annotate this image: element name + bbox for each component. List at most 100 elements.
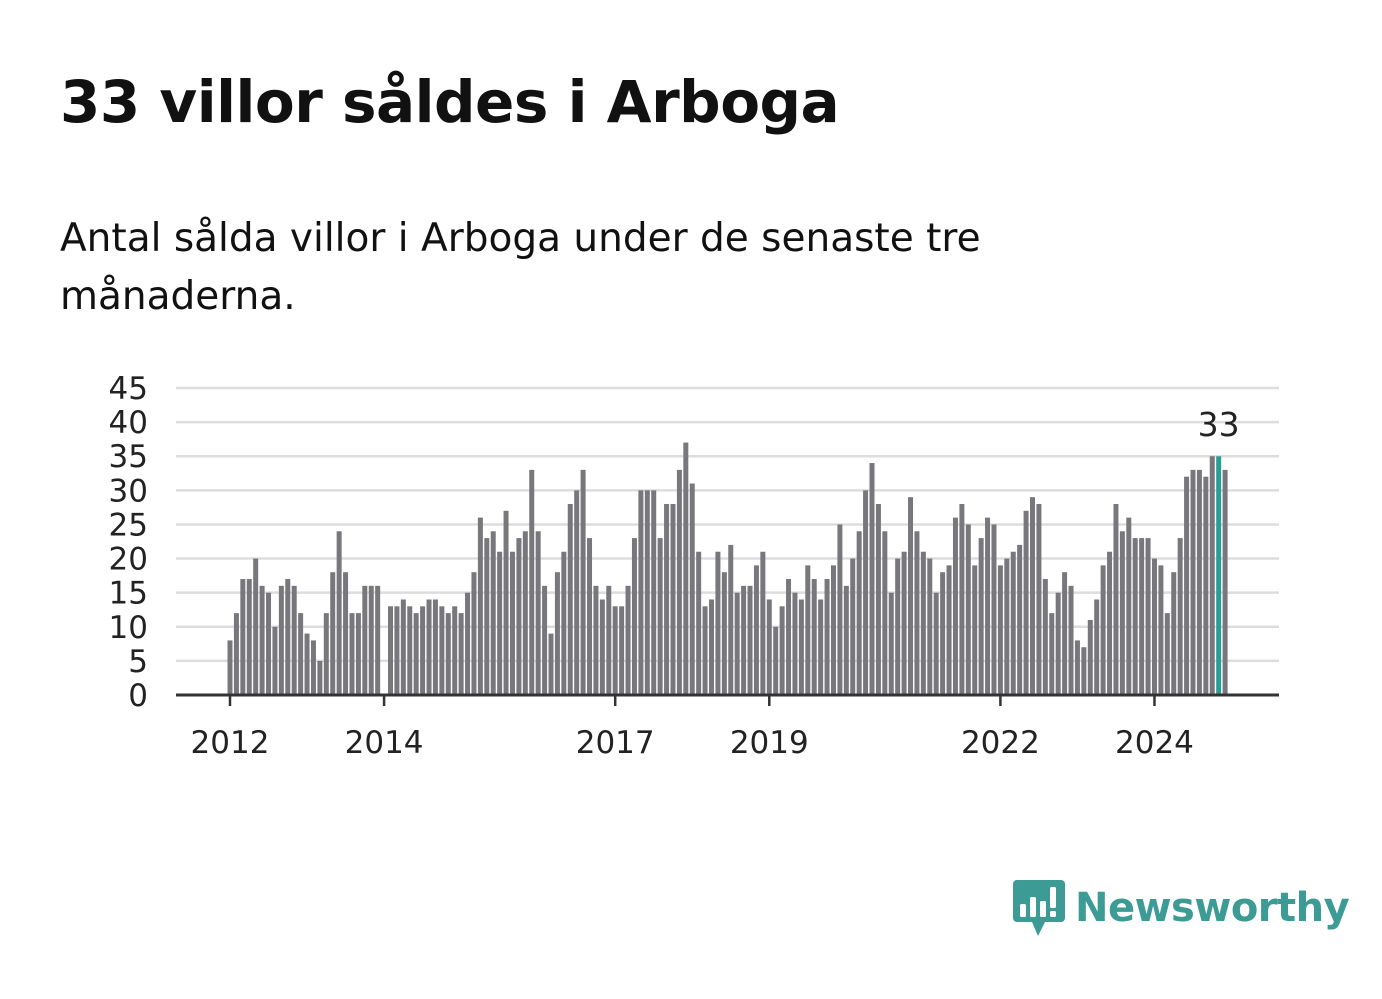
bar bbox=[1222, 469, 1228, 695]
x-tick-label: 2024 bbox=[1115, 725, 1194, 761]
bar bbox=[509, 551, 515, 695]
bar bbox=[715, 551, 721, 695]
bar bbox=[336, 531, 342, 695]
bar bbox=[734, 592, 740, 695]
y-tick-label: 30 bbox=[109, 473, 148, 509]
bar bbox=[458, 613, 464, 695]
bar bbox=[908, 497, 914, 695]
bar bbox=[233, 613, 239, 695]
bar bbox=[792, 592, 798, 695]
bar bbox=[323, 613, 329, 695]
bar bbox=[388, 606, 393, 695]
bar bbox=[747, 585, 753, 695]
bar bbox=[330, 572, 336, 695]
y-tick-label: 40 bbox=[109, 405, 148, 441]
bar bbox=[972, 565, 978, 695]
bar bbox=[497, 551, 503, 695]
bar bbox=[959, 503, 965, 695]
y-tick-label: 0 bbox=[128, 678, 148, 714]
headline: 33 villor såldes i Arboga bbox=[60, 68, 840, 136]
bar bbox=[728, 544, 734, 695]
y-tick-label: 25 bbox=[109, 507, 148, 543]
bar bbox=[304, 633, 310, 695]
bar bbox=[567, 503, 573, 695]
bar bbox=[349, 613, 355, 695]
bar bbox=[1042, 579, 1048, 695]
bar bbox=[1113, 503, 1119, 695]
bar bbox=[1049, 613, 1055, 695]
bar bbox=[830, 565, 836, 695]
bar bbox=[1145, 538, 1151, 695]
bar bbox=[1023, 510, 1029, 695]
bar bbox=[689, 483, 695, 695]
bar bbox=[766, 599, 772, 695]
bar bbox=[548, 633, 554, 695]
bar bbox=[863, 490, 869, 695]
bar bbox=[779, 606, 785, 695]
bar bbox=[285, 579, 291, 695]
bar bbox=[676, 469, 682, 695]
bar bbox=[266, 592, 272, 695]
bar bbox=[946, 565, 952, 695]
bar bbox=[593, 585, 599, 695]
bar bbox=[1209, 456, 1215, 695]
bar bbox=[227, 640, 233, 695]
bar bbox=[997, 565, 1003, 695]
bar bbox=[278, 585, 284, 695]
bar bbox=[471, 572, 477, 695]
bar bbox=[952, 517, 958, 695]
bar bbox=[317, 660, 323, 695]
bar bbox=[1119, 531, 1125, 695]
bar bbox=[516, 538, 522, 695]
bar bbox=[529, 469, 535, 695]
bar bbox=[869, 463, 875, 695]
bar bbox=[760, 551, 766, 695]
bar bbox=[638, 490, 644, 695]
bar bbox=[805, 565, 811, 695]
bar bbox=[246, 579, 252, 695]
y-tick-label: 20 bbox=[109, 542, 148, 578]
bar bbox=[709, 599, 714, 695]
bar bbox=[1190, 469, 1196, 695]
y-tick-label: 10 bbox=[109, 610, 148, 646]
bars bbox=[227, 442, 1228, 695]
bar bbox=[554, 572, 560, 695]
bar bbox=[407, 606, 413, 695]
bar bbox=[1055, 592, 1061, 695]
bar bbox=[721, 572, 727, 695]
bar bbox=[599, 599, 605, 695]
bar bbox=[1004, 558, 1010, 695]
bar bbox=[702, 606, 708, 695]
bar bbox=[824, 579, 830, 695]
bar bbox=[895, 558, 901, 695]
bar bbox=[561, 551, 567, 695]
bar bbox=[920, 551, 926, 695]
bar bbox=[664, 503, 670, 695]
bar bbox=[240, 579, 246, 695]
bar bbox=[991, 524, 997, 695]
bar bbox=[490, 531, 496, 695]
bar bbox=[394, 606, 400, 695]
bar bbox=[253, 558, 259, 695]
bar bbox=[343, 572, 349, 695]
bar bbox=[753, 565, 759, 695]
bar bbox=[837, 524, 843, 695]
bar bbox=[670, 503, 676, 695]
bar bbox=[696, 551, 702, 695]
bar bbox=[465, 592, 471, 695]
bar bbox=[580, 469, 586, 695]
bar bbox=[888, 592, 894, 695]
bar bbox=[1139, 538, 1145, 695]
bar bbox=[1030, 497, 1035, 695]
bar bbox=[875, 503, 881, 695]
bar bbox=[741, 585, 747, 695]
bar bbox=[985, 517, 991, 695]
bar bbox=[1074, 640, 1080, 695]
bar bbox=[786, 579, 792, 695]
bar bbox=[259, 585, 265, 695]
bar bbox=[1126, 517, 1132, 695]
bar bbox=[1036, 503, 1042, 695]
bar bbox=[1151, 558, 1157, 695]
bar bbox=[1132, 538, 1138, 695]
